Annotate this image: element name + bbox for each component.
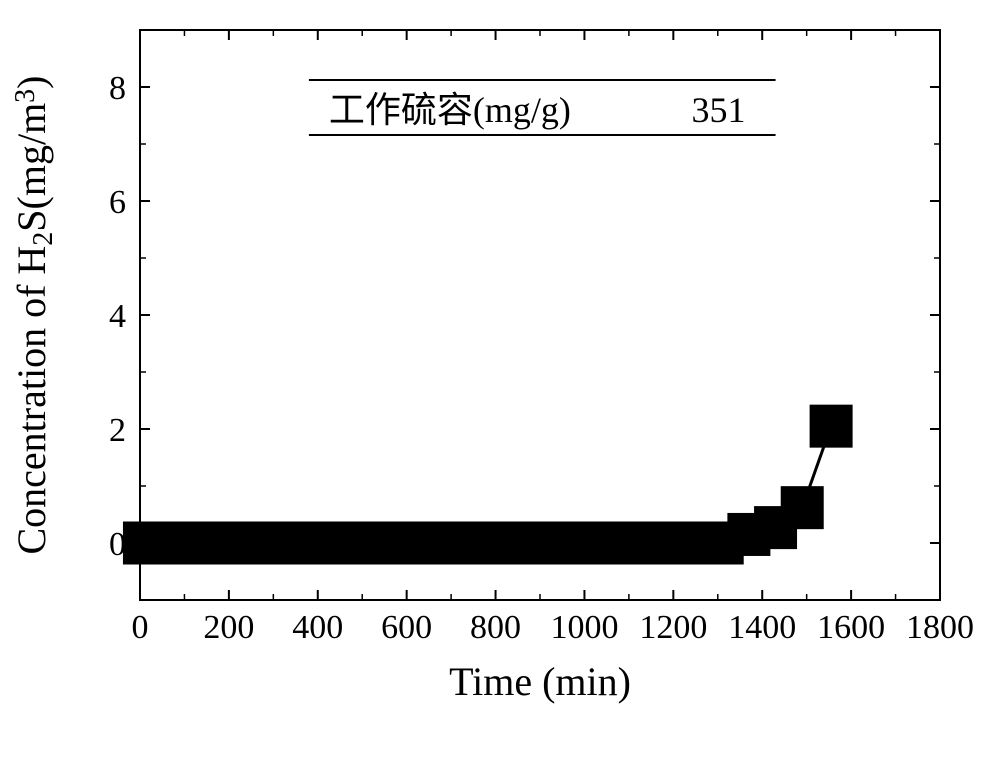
x-tick-label: 200 — [203, 609, 254, 646]
x-tick-label: 1600 — [817, 609, 885, 646]
x-tick-label: 600 — [381, 609, 432, 646]
y-label-sub: 2 — [28, 232, 59, 246]
y-label-prefix: Concentration of H — [9, 246, 54, 555]
x-tick-label: 400 — [292, 609, 343, 646]
data-marker — [810, 405, 852, 447]
y-tick-label: 4 — [109, 298, 126, 335]
x-axis-label: Time (min) — [449, 659, 631, 704]
chart-container: 02004006008001000120014001600180002468Ti… — [0, 0, 984, 766]
annotation-label: 工作硫容(mg/g) — [329, 90, 571, 130]
x-tick-label: 1800 — [906, 609, 974, 646]
x-tick-label: 0 — [132, 609, 149, 646]
y-label-sup: 3 — [10, 89, 41, 103]
data-marker — [781, 487, 823, 529]
y-tick-label: 6 — [109, 184, 126, 221]
y-tick-label: 8 — [109, 70, 126, 107]
y-label-suffix: ) — [9, 75, 54, 88]
x-tick-label: 800 — [470, 609, 521, 646]
x-tick-label: 1000 — [550, 609, 618, 646]
breakthrough-chart: 02004006008001000120014001600180002468Ti… — [0, 0, 984, 766]
x-tick-label: 1200 — [639, 609, 707, 646]
y-axis-label: Concentration of H2S(mg/m3) — [9, 75, 59, 554]
x-tick-label: 1400 — [728, 609, 796, 646]
y-tick-label: 2 — [109, 412, 126, 449]
annotation-value: 351 — [692, 90, 746, 130]
y-label-mid: S(mg/m — [9, 103, 54, 232]
